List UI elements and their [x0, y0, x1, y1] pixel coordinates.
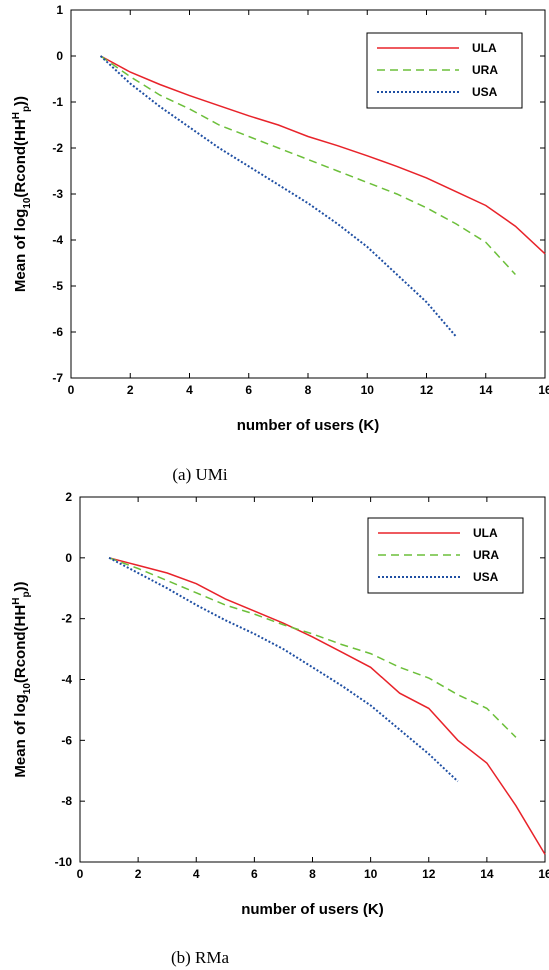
- x-tick-label: 8: [305, 383, 312, 397]
- x-tick-label: 2: [135, 867, 142, 881]
- series-line-ula: [108, 557, 546, 855]
- y-axis-label-part: 10: [22, 197, 33, 209]
- y-axis-label-part: H: [11, 598, 22, 605]
- x-tick-label: 10: [364, 867, 378, 881]
- x-tick-label: 0: [77, 867, 84, 881]
- y-axis-label-part: H: [11, 112, 22, 119]
- chart-panel-1: 0 2 4 6 8 10 12 14 1610-1-2-3-4-5-6-7ULAURAUSAnu…: [11, 3, 549, 484]
- y-tick-label: 0: [65, 551, 72, 565]
- legend-label-ula: ULA: [472, 41, 497, 55]
- y-tick-label: -6: [61, 733, 72, 747]
- y-axis-label-part: (Rcond(HH: [12, 605, 29, 683]
- y-tick-label: 2: [65, 490, 72, 504]
- y-axis-label-part: p: [21, 591, 32, 597]
- series-line-usa: [108, 556, 459, 783]
- y-tick-label: -10: [55, 855, 73, 869]
- y-tick-label: -6: [52, 325, 63, 339]
- y-axis-label-part: Mean of log: [12, 694, 29, 777]
- y-axis-label-part: Mean of log: [12, 209, 29, 292]
- x-tick-label: 6: [251, 867, 258, 881]
- chart-panel-2: 0 2 4 6 8 10 12 14 16 2 0 -2 -4 -6 -8 -10 ULA URA USA numbe…: [11, 490, 549, 967]
- x-tick-label: 14: [480, 867, 494, 881]
- legend-label-usa: USA: [473, 570, 499, 584]
- x-tick-label: 4: [193, 867, 200, 881]
- legend-label-ura: URA: [472, 63, 498, 77]
- y-tick-label: -8: [61, 794, 72, 808]
- x-tick-label: 16: [538, 867, 549, 881]
- y-tick-label: -3: [52, 187, 63, 201]
- y-tick-label: -2: [61, 612, 72, 626]
- y-axis-label-part: (Rcond(HH: [12, 119, 29, 197]
- x-tick-label: 2: [127, 383, 134, 397]
- x-axis-label: number of users (K): [241, 901, 384, 918]
- y-tick-label: -5: [52, 279, 63, 293]
- series-line-ura: [108, 557, 517, 738]
- series-line-ura: [100, 55, 516, 276]
- y-axis-label-part: )): [12, 96, 29, 106]
- y-axis-label-part: )): [12, 581, 29, 591]
- x-tick-label: 6: [245, 383, 252, 397]
- x-tick-label: 4: [186, 383, 193, 397]
- y-axis-label-part: 10: [22, 683, 33, 695]
- y-tick-label: -2: [52, 141, 63, 155]
- y-tick-label: -7: [52, 371, 63, 385]
- x-tick-label: 16: [538, 383, 549, 397]
- y-tick-label: 1: [56, 3, 63, 17]
- x-tick-label: 12: [420, 383, 434, 397]
- x-tick-label: 14: [479, 383, 493, 397]
- legend-label-ura: URA: [473, 548, 499, 562]
- x-tick-label: 0: [68, 383, 75, 397]
- x-tick-label: 10: [361, 383, 375, 397]
- y-axis-label: Mean of log10(Rcond(HHHp)): [11, 581, 33, 777]
- x-tick-label: 8: [309, 867, 316, 881]
- y-tick-label: -4: [52, 233, 63, 247]
- figure-caption: (b) RMa: [171, 948, 230, 967]
- y-tick-label: 0: [56, 49, 63, 63]
- series-line-usa: [99, 55, 457, 338]
- legend-label-usa: USA: [472, 85, 498, 99]
- y-axis-label: Mean of log10(Rcond(HHHp)): [11, 96, 33, 292]
- y-tick-label: -1: [52, 95, 63, 109]
- y-axis-label-part: p: [21, 106, 32, 112]
- y-tick-label: -4: [61, 673, 72, 687]
- x-tick-label: 12: [422, 867, 436, 881]
- series-line-ula: [100, 55, 546, 255]
- figure-caption: (a) UMi: [172, 465, 228, 484]
- x-axis-label: number of users (K): [237, 417, 380, 434]
- legend-label-ula: ULA: [473, 526, 498, 540]
